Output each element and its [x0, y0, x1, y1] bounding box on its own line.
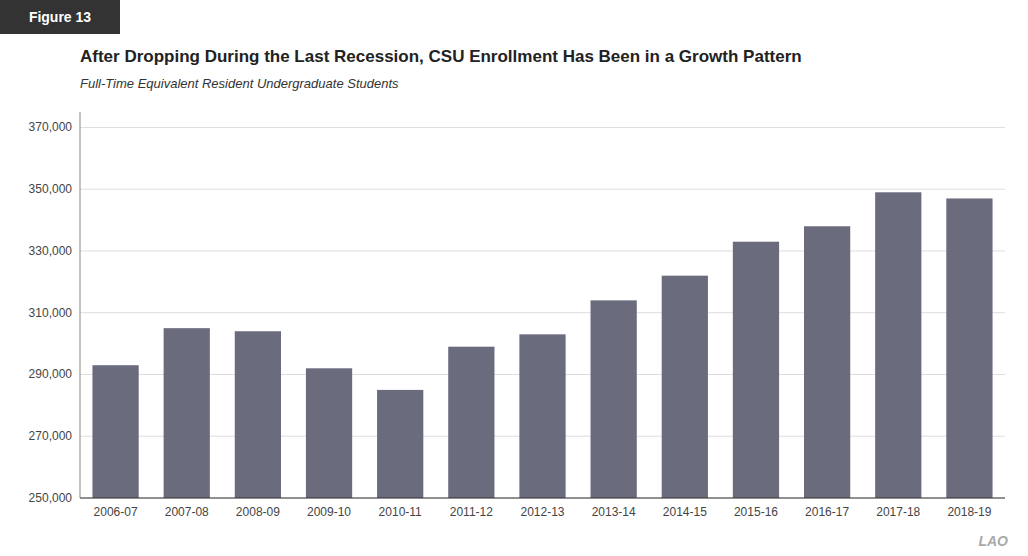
y-tick-label: 310,000	[29, 306, 73, 320]
x-tick-label: 2016-17	[805, 505, 849, 519]
chart-container: Figure 13 After Dropping During the Last …	[0, 0, 1028, 556]
figure-label: Figure 13	[29, 9, 91, 25]
bars	[92, 192, 992, 498]
grid-line	[80, 498, 1005, 499]
bar	[519, 334, 565, 498]
bar	[92, 365, 138, 498]
grid-line	[80, 189, 1005, 190]
grid-line	[80, 250, 1005, 251]
figure-label-box	[0, 0, 120, 34]
title: After Dropping During the Last Recession…	[80, 47, 802, 66]
x-tick-label: 2010-11	[379, 505, 422, 519]
y-tick-label: 350,000	[29, 182, 73, 196]
x-tick-label: 2018-19	[947, 505, 991, 519]
bar	[662, 276, 708, 498]
bar	[306, 368, 352, 498]
watermark: LAO	[978, 533, 1008, 549]
chart-svg: Figure 13 After Dropping During the Last …	[0, 0, 1028, 556]
x-tick-label: 2012-13	[520, 505, 564, 519]
grid-line	[80, 127, 1005, 128]
x-tick-label: 2006-07	[94, 505, 138, 519]
grid	[80, 127, 1005, 498]
y-axis-line	[80, 112, 81, 498]
x-tick-label: 2008-09	[236, 505, 280, 519]
bar	[448, 347, 494, 498]
y-tick-label: 370,000	[29, 120, 73, 134]
bar	[591, 300, 637, 498]
bar	[875, 192, 921, 498]
subtitle: Full-Time Equivalent Resident Undergradu…	[80, 76, 399, 91]
x-tick-label: 2013-14	[592, 505, 636, 519]
bar	[164, 328, 210, 498]
bar	[946, 198, 992, 498]
grid-line	[80, 312, 1005, 313]
bar	[733, 242, 779, 498]
x-tick-label: 2007-08	[165, 505, 209, 519]
y-tick-label: 270,000	[29, 429, 73, 443]
x-tick-label: 2015-16	[734, 505, 778, 519]
x-tick-label: 2009-10	[307, 505, 351, 519]
bar	[235, 331, 281, 498]
y-tick-label: 250,000	[29, 491, 73, 505]
x-tick-label: 2014-15	[663, 505, 707, 519]
x-axis-line	[80, 498, 1005, 499]
bar	[804, 226, 850, 498]
y-tick-label: 290,000	[29, 367, 73, 381]
y-tick-label: 330,000	[29, 244, 73, 258]
bar	[377, 390, 423, 498]
x-tick-label: 2011-12	[450, 505, 493, 519]
x-tick-label: 2017-18	[876, 505, 920, 519]
